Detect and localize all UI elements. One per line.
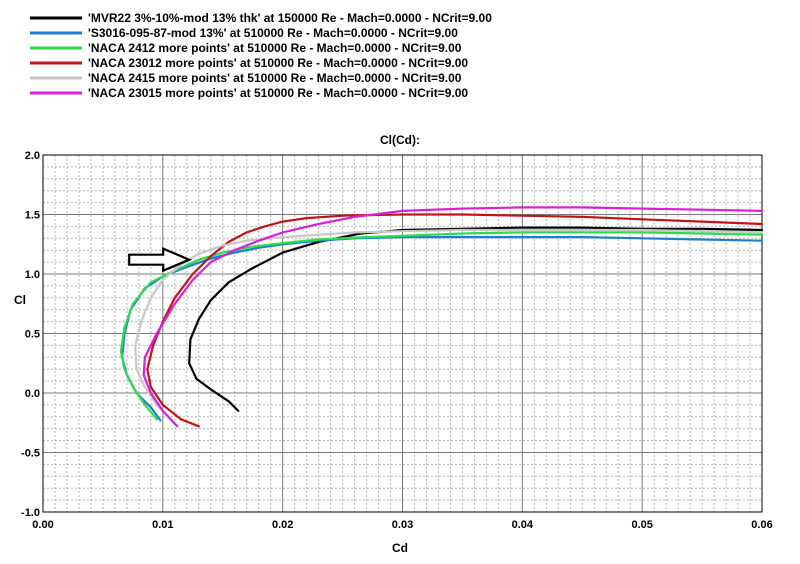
legend-entry: 'NACA 23012 more points' at 510000 Re - … — [88, 56, 468, 70]
legend-entry: 'MVR22 3%-10%-mod 13% thk' at 150000 Re … — [88, 11, 492, 25]
y-tick-label: 2.0 — [25, 150, 40, 162]
x-axis-ticks: 0.00 0.01 0.02 0.03 0.04 0.05 0.06 — [32, 519, 772, 531]
annotation-arrow — [128, 247, 193, 273]
legend-entry: 'NACA 2415 more points' at 510000 Re - M… — [88, 71, 462, 85]
series-line — [142, 206, 764, 428]
x-tick-label: 0.02 — [272, 519, 293, 531]
legend-entry: 'NACA 2412 more points' at 510000 Re - M… — [88, 41, 462, 55]
y-axis-label: Cl — [14, 293, 26, 307]
x-tick-label: 0.01 — [152, 519, 173, 531]
series-line — [188, 226, 764, 412]
y-tick-label: 0.0 — [25, 388, 40, 400]
legend: 'MVR22 3%-10%-mod 13% thk' at 150000 Re … — [30, 11, 492, 100]
plot-frame — [42, 154, 763, 513]
x-tick-label: 0.03 — [392, 519, 413, 531]
x-tick-label: 0.06 — [751, 519, 772, 531]
series-group — [119, 206, 764, 428]
series-line — [146, 213, 764, 428]
y-axis-ticks: 2.0 1.5 1.0 0.5 0.0 -0.5 -1.0 — [21, 150, 40, 519]
y-tick-label: -1.0 — [21, 507, 40, 519]
legend-entry: 'NACA 23015 more points' at 510000 Re - … — [88, 86, 468, 100]
legend-entry: 'S3016-095-87-mod 13%' at 510000 Re - Ma… — [88, 26, 458, 40]
x-tick-label: 0.04 — [512, 519, 534, 531]
y-tick-label: 1.0 — [25, 269, 40, 281]
y-tick-label: 1.5 — [25, 210, 40, 222]
y-tick-label: 0.5 — [25, 329, 40, 341]
x-tick-label: 0.00 — [32, 519, 53, 531]
x-axis-label: Cd — [392, 541, 408, 555]
chart-title: Cl(Cd): — [380, 133, 420, 147]
y-tick-label: -0.5 — [21, 448, 40, 460]
series-line — [134, 228, 764, 418]
x-tick-label: 0.05 — [631, 519, 652, 531]
